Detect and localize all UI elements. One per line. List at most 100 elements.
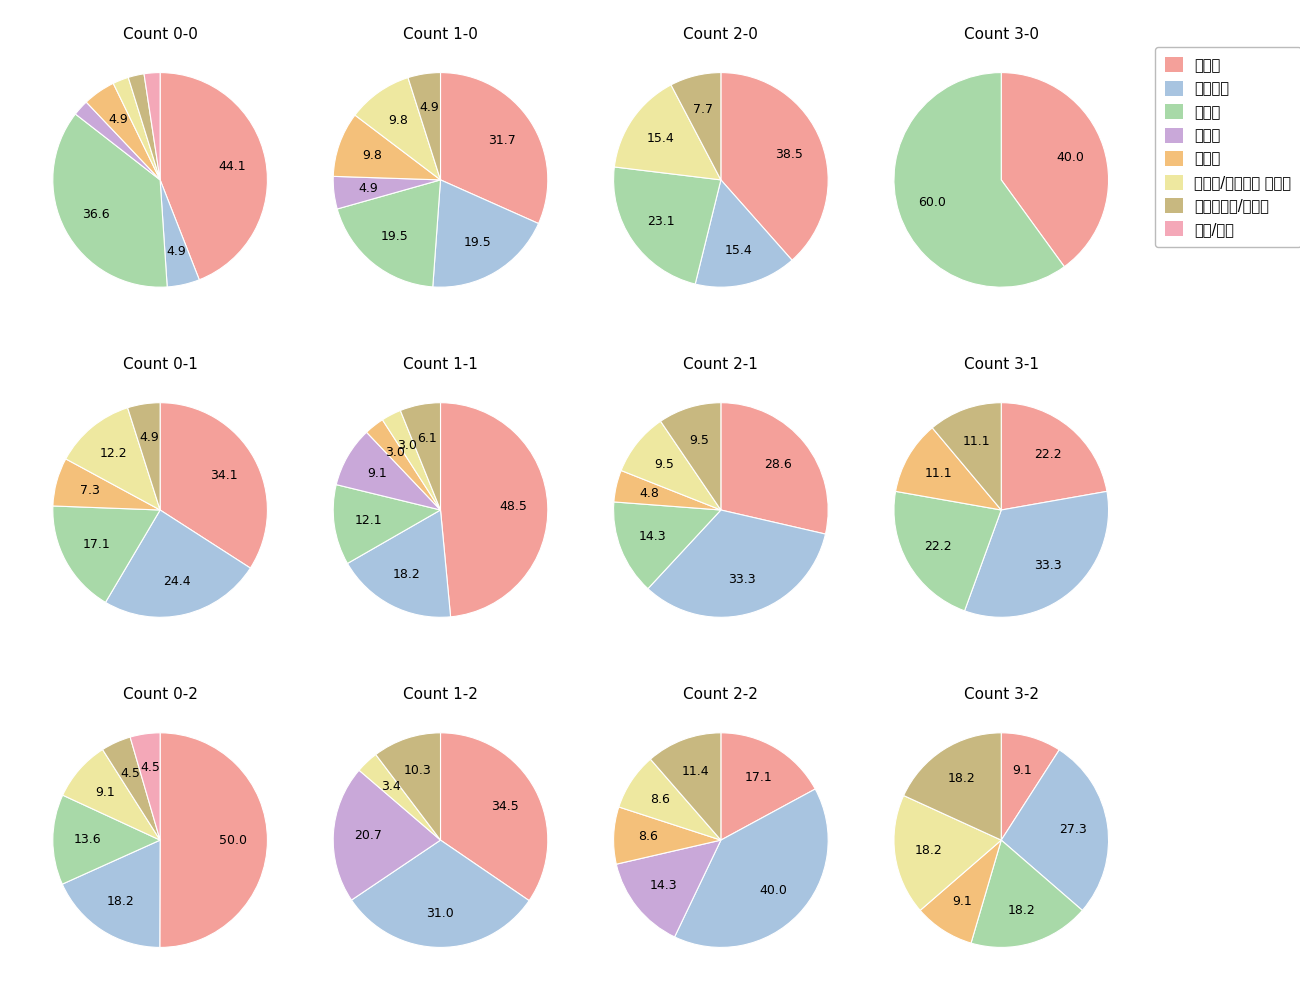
- Text: 3.4: 3.4: [381, 780, 400, 793]
- Title: Count 1-0: Count 1-0: [403, 27, 478, 42]
- Wedge shape: [920, 840, 1001, 943]
- Wedge shape: [160, 73, 268, 280]
- Wedge shape: [333, 176, 441, 209]
- Text: 9.1: 9.1: [368, 467, 387, 480]
- Wedge shape: [53, 795, 160, 884]
- Wedge shape: [376, 733, 441, 840]
- Text: 15.4: 15.4: [724, 244, 753, 257]
- Text: 15.4: 15.4: [647, 132, 675, 145]
- Text: 20.7: 20.7: [354, 829, 382, 842]
- Wedge shape: [351, 840, 529, 947]
- Text: 9.5: 9.5: [654, 458, 673, 471]
- Wedge shape: [615, 85, 722, 180]
- Wedge shape: [105, 510, 251, 617]
- Wedge shape: [722, 73, 828, 260]
- Wedge shape: [441, 73, 547, 224]
- Text: 17.1: 17.1: [82, 538, 111, 551]
- Wedge shape: [75, 102, 160, 180]
- Text: 6.1: 6.1: [417, 432, 437, 445]
- Text: 9.8: 9.8: [389, 114, 408, 127]
- Wedge shape: [355, 78, 441, 180]
- Wedge shape: [614, 470, 722, 510]
- Wedge shape: [722, 403, 828, 534]
- Wedge shape: [971, 840, 1083, 947]
- Text: 18.2: 18.2: [393, 568, 421, 581]
- Wedge shape: [671, 73, 722, 180]
- Title: Count 0-1: Count 0-1: [122, 357, 198, 372]
- Text: 8.6: 8.6: [650, 793, 670, 806]
- Text: 10.3: 10.3: [403, 764, 432, 777]
- Wedge shape: [1001, 73, 1109, 267]
- Text: 4.8: 4.8: [640, 487, 659, 500]
- Text: 13.6: 13.6: [73, 833, 101, 846]
- Wedge shape: [62, 750, 160, 840]
- Text: 44.1: 44.1: [218, 160, 246, 173]
- Wedge shape: [337, 432, 441, 510]
- Wedge shape: [359, 755, 441, 840]
- Title: Count 0-2: Count 0-2: [122, 687, 198, 702]
- Text: 12.1: 12.1: [355, 514, 382, 527]
- Text: 22.2: 22.2: [1035, 448, 1062, 461]
- Wedge shape: [932, 403, 1001, 510]
- Title: Count 2-1: Count 2-1: [684, 357, 758, 372]
- Wedge shape: [1001, 403, 1106, 510]
- Text: 4.9: 4.9: [139, 431, 159, 444]
- Wedge shape: [160, 180, 199, 287]
- Wedge shape: [408, 73, 441, 180]
- Wedge shape: [367, 420, 441, 510]
- Legend: ボール, ファウル, 見逃し, 空振り, ヒット, フライ/ライナー アウト, ゴロアウト/エラー, 犠飛/犠打: ボール, ファウル, 見逃し, 空振り, ヒット, フライ/ライナー アウト, …: [1154, 47, 1300, 247]
- Text: 22.2: 22.2: [924, 540, 952, 553]
- Text: 9.1: 9.1: [952, 895, 971, 908]
- Text: 14.3: 14.3: [650, 879, 677, 892]
- Wedge shape: [894, 73, 1065, 287]
- Wedge shape: [619, 759, 722, 840]
- Text: 12.2: 12.2: [100, 447, 127, 460]
- Title: Count 3-0: Count 3-0: [963, 27, 1039, 42]
- Text: 36.6: 36.6: [82, 208, 109, 221]
- Text: 8.6: 8.6: [638, 830, 658, 843]
- Wedge shape: [614, 167, 722, 284]
- Text: 3.0: 3.0: [396, 439, 417, 452]
- Text: 34.5: 34.5: [491, 800, 519, 813]
- Wedge shape: [160, 733, 268, 947]
- Text: 18.2: 18.2: [1008, 904, 1036, 917]
- Text: 23.1: 23.1: [647, 215, 675, 228]
- Wedge shape: [53, 506, 160, 602]
- Wedge shape: [441, 403, 547, 617]
- Text: 9.1: 9.1: [1011, 764, 1032, 777]
- Text: 18.2: 18.2: [915, 844, 942, 857]
- Wedge shape: [400, 403, 441, 510]
- Wedge shape: [347, 510, 451, 617]
- Wedge shape: [1001, 733, 1060, 840]
- Wedge shape: [127, 403, 160, 510]
- Wedge shape: [53, 459, 160, 510]
- Wedge shape: [621, 421, 722, 510]
- Wedge shape: [53, 114, 168, 287]
- Text: 24.4: 24.4: [162, 575, 191, 588]
- Wedge shape: [965, 491, 1109, 617]
- Title: Count 1-1: Count 1-1: [403, 357, 478, 372]
- Text: 48.5: 48.5: [499, 500, 528, 513]
- Wedge shape: [86, 83, 160, 180]
- Text: 4.9: 4.9: [359, 182, 378, 195]
- Wedge shape: [113, 77, 160, 180]
- Wedge shape: [333, 770, 441, 900]
- Wedge shape: [160, 403, 268, 568]
- Text: 38.5: 38.5: [775, 148, 803, 161]
- Wedge shape: [896, 428, 1001, 510]
- Text: 9.8: 9.8: [361, 149, 382, 162]
- Wedge shape: [441, 733, 547, 901]
- Text: 28.6: 28.6: [764, 458, 792, 471]
- Text: 40.0: 40.0: [759, 884, 788, 897]
- Wedge shape: [894, 796, 1001, 910]
- Title: Count 3-2: Count 3-2: [963, 687, 1039, 702]
- Wedge shape: [647, 510, 826, 617]
- Title: Count 0-0: Count 0-0: [122, 27, 198, 42]
- Text: 31.0: 31.0: [426, 907, 454, 920]
- Wedge shape: [894, 491, 1001, 611]
- Text: 17.1: 17.1: [745, 771, 772, 784]
- Text: 33.3: 33.3: [1035, 559, 1062, 572]
- Title: Count 2-2: Count 2-2: [684, 687, 758, 702]
- Wedge shape: [1001, 750, 1109, 910]
- Wedge shape: [62, 840, 160, 947]
